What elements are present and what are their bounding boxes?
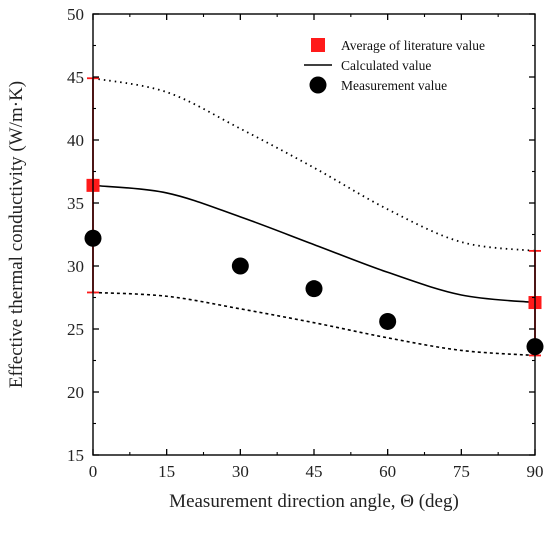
measurement-point [379,312,397,330]
legend-circle-marker [309,76,327,94]
x-tick-label: 90 [527,462,544,481]
legend-entry: Calculated value [341,58,431,73]
x-tick-label: 15 [158,462,175,481]
legend-entry: Average of literature value [341,38,485,53]
y-tick-label: 40 [67,131,84,150]
legend-entry: Measurement value [341,78,447,93]
y-axis-label: Effective thermal conductivity (W/m·K) [6,81,27,388]
y-tick-label: 30 [67,257,84,276]
measurement-point [305,280,323,298]
measurement-point [231,257,249,275]
y-tick-label: 20 [67,383,84,402]
legend-square-marker [311,38,325,52]
x-tick-label: 75 [453,462,470,481]
x-tick-label: 0 [89,462,98,481]
x-tick-label: 60 [379,462,396,481]
x-tick-label: 30 [232,462,249,481]
y-tick-label: 15 [67,446,84,465]
y-tick-label: 50 [67,5,84,24]
y-tick-label: 25 [67,320,84,339]
y-tick-label: 45 [67,68,84,87]
lower-bound-dashed-line [92,291,536,357]
x-axis-label: Measurement direction angle, Θ (deg) [169,491,459,512]
calculated-value-line [92,184,536,304]
upper-bound-dotted-line [92,77,536,252]
x-tick-label: 45 [306,462,323,481]
y-tick-label: 35 [67,194,84,213]
